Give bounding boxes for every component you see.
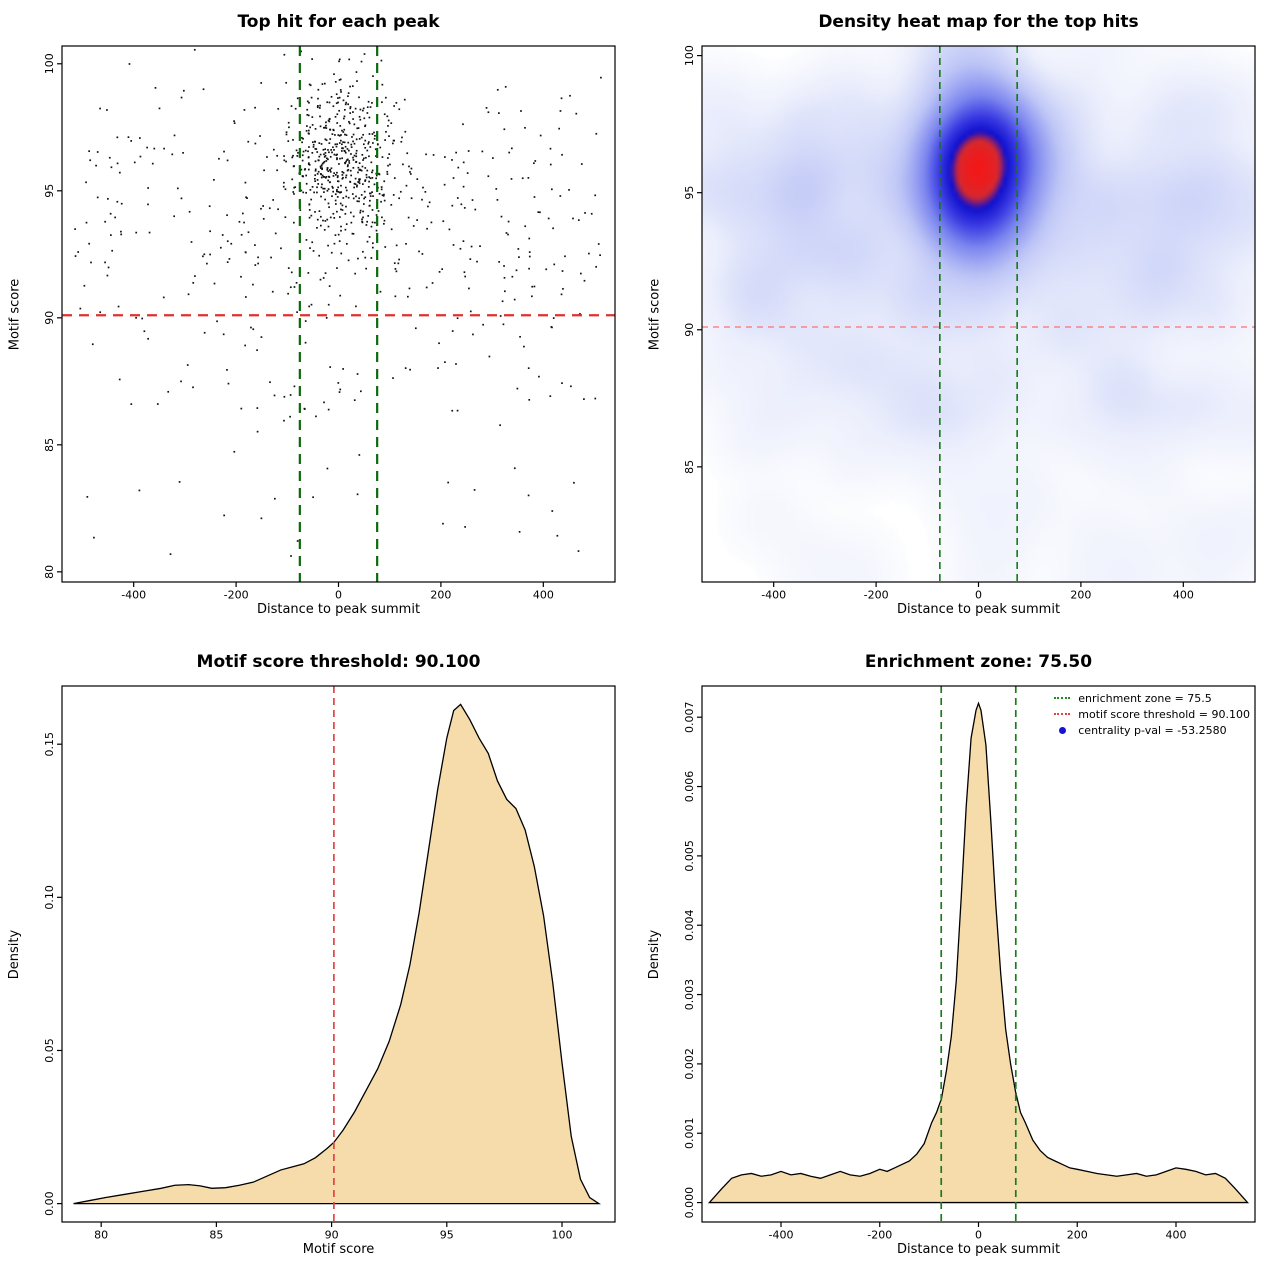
legend-entry-label: motif score threshold = 90.100: [1078, 707, 1250, 721]
legend-entry-label: centrality p-val = -53.2580: [1078, 723, 1227, 737]
legend-entry: motif score threshold = 90.100: [1051, 706, 1250, 722]
panel4-xlabel: Distance to peak summit: [896, 1242, 1061, 1257]
panel2-xlabel: Distance to peak summit: [896, 602, 1061, 617]
panel4-title: Enrichment zone: 75.50: [864, 652, 1093, 672]
legend-icon-cell: [1051, 713, 1073, 715]
legend-entry: centrality p-val = -53.2580: [1051, 722, 1250, 738]
panel-top-hit-scatter: Top hit for each peak Distance to peak s…: [0, 0, 640, 640]
legend-dotted-line-icon: [1054, 713, 1071, 715]
legend-entry: enrichment zone = 75.5: [1051, 690, 1250, 706]
panel-density-heatmap: Density heat map for the top hits Distan…: [640, 0, 1280, 640]
panel1-title: Top hit for each peak: [237, 12, 440, 32]
panel2-ylabel: Motif score: [647, 278, 663, 350]
panel3-xlabel: Motif score: [302, 1242, 375, 1257]
panel3-ylabel: Density: [7, 929, 23, 979]
panel-enrichment-zone-density: Enrichment zone: 75.50 Distance to peak …: [640, 640, 1280, 1280]
panel4-ylabel-wrap: Density: [642, 686, 668, 1222]
legend-icon-cell: [1051, 697, 1073, 699]
panel4-ylabel: Density: [647, 929, 663, 979]
panel2-ylabel-wrap: Motif score: [642, 46, 668, 582]
heatmap-canvas: [640, 0, 1280, 640]
legend-icon-cell: [1051, 726, 1073, 734]
panel1-ylabel: Motif score: [7, 278, 23, 350]
panel3-title: Motif score threshold: 90.100: [196, 652, 481, 672]
legend-dotted-line-icon: [1054, 697, 1071, 699]
legend: enrichment zone = 75.5 motif score thresh…: [1051, 690, 1250, 738]
panel1-xlabel: Distance to peak summit: [256, 602, 421, 617]
legend-entry-label: enrichment zone = 75.5: [1078, 691, 1212, 705]
panel1-ylabel-wrap: Motif score: [2, 46, 28, 582]
panel3-ylabel-wrap: Density: [2, 686, 28, 1222]
scatter-canvas: [0, 0, 640, 640]
panel-motif-score-density: Motif score threshold: 90.100 Motif scor…: [0, 640, 640, 1280]
panel2-title: Density heat map for the top hits: [818, 12, 1139, 32]
legend-dot-icon: [1058, 726, 1066, 734]
distance-density-canvas: [640, 640, 1280, 1280]
motif-density-canvas: [0, 640, 640, 1280]
